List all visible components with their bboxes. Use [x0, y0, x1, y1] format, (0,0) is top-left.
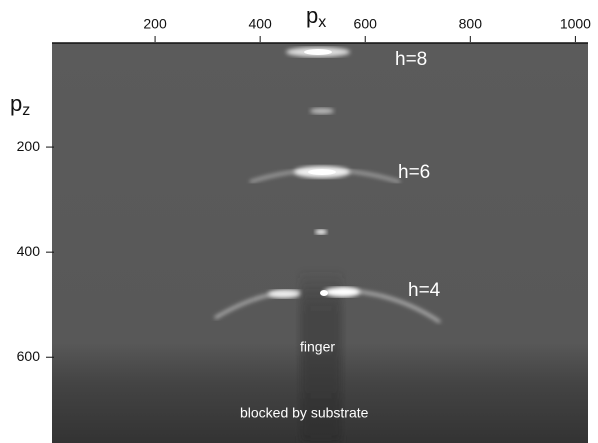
x-tick-label: 400	[248, 16, 272, 32]
annotation: h=4	[408, 280, 441, 301]
y-axis-label: pz	[10, 91, 30, 119]
annotation: h=8	[395, 49, 427, 70]
x-label-sub: x	[318, 14, 326, 31]
x-tick-label: 600	[354, 16, 378, 32]
y-tick-label: 400	[17, 243, 41, 259]
annotation: finger	[300, 339, 335, 355]
annotation: blocked by substrate	[240, 405, 369, 421]
y-tick-label: 200	[17, 138, 41, 154]
y-label-sub: z	[22, 102, 30, 119]
y-tick-label: 600	[17, 348, 41, 364]
annotation: h=6	[398, 162, 430, 183]
y-label-main: p	[10, 91, 22, 116]
chart: px pz 2004006008001000200400600 h=8 h=6 …	[0, 0, 598, 443]
x-axis-label: px	[306, 3, 326, 31]
x-tick-label: 200	[143, 16, 167, 32]
x-tick-label: 800	[459, 16, 483, 32]
x-label-main: p	[306, 3, 318, 28]
x-tick-label: 1000	[560, 16, 591, 32]
detector-image	[52, 43, 588, 443]
